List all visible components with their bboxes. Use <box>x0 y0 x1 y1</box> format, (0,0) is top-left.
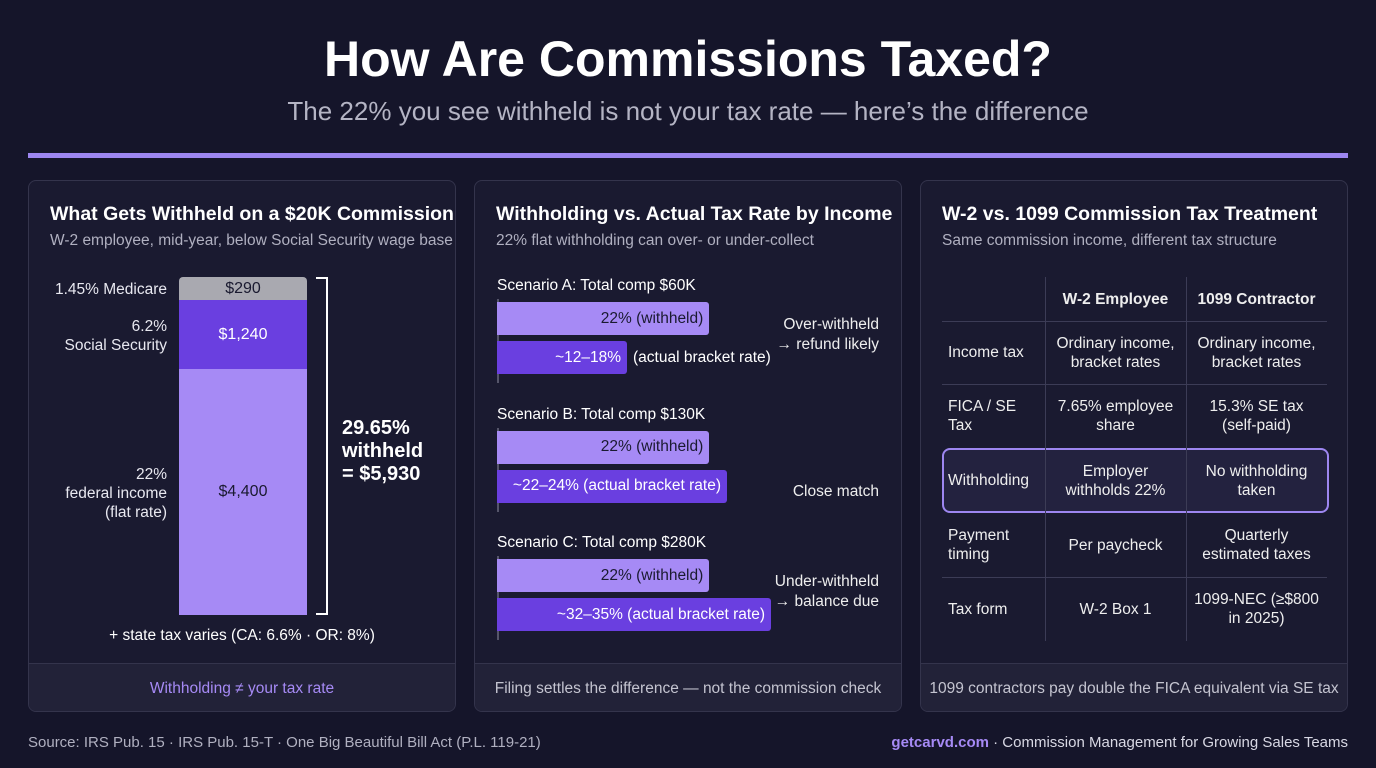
withholding-breakdown-panel: What Gets Withheld on a $20K Commission … <box>28 180 456 712</box>
row-divider <box>942 384 1327 385</box>
withheld-bar: 22% (withheld) <box>497 559 710 592</box>
federal-label-line: federal income <box>65 485 167 502</box>
total-withheld: 29.65% withheld = $5,930 <box>342 417 423 486</box>
table-cell: Quarterly estimated taxes <box>1202 527 1311 563</box>
withholding-vs-actual-panel: Withholding vs. Actual Tax Rate by Incom… <box>474 180 902 712</box>
row-label: Payment timing <box>948 527 1010 563</box>
table-cell: No withholding taken <box>1205 462 1308 499</box>
panel-subtitle: 22% flat withholding can over- or under-… <box>496 232 814 249</box>
panel-title: Withholding vs. Actual Tax Rate by Incom… <box>496 203 893 225</box>
scenario-label: Scenario C: Total comp $280K <box>497 534 707 551</box>
actual-rate-bar: ~32–35% (actual bracket rate) <box>497 598 771 631</box>
ss-rate: 6.2% <box>131 318 167 335</box>
page-subtitle: The 22% you see withheld is not your tax… <box>287 96 1089 126</box>
table-cell: 7.65% employee share <box>1057 398 1174 434</box>
panel-title: W-2 vs. 1099 Commission Tax Treatment <box>942 203 1318 225</box>
row-divider <box>942 321 1327 322</box>
table-cell: W-2 Box 1 <box>1079 600 1152 618</box>
scenario-note: Close match <box>793 482 879 502</box>
actual-rate-bar: ~22–24% (actual bracket rate) <box>497 469 727 503</box>
total-bracket <box>316 277 328 615</box>
federal-segment: $4,400 <box>179 369 307 615</box>
row-label: Income tax <box>948 344 1024 361</box>
panel-footer: Filing settles the difference — not the … <box>475 663 901 711</box>
row-divider <box>942 577 1327 578</box>
social-security-segment: $1,240 <box>179 300 307 370</box>
social-security-label: 6.2% Social Security <box>29 317 167 355</box>
scenario-note-line: → balance due <box>774 593 879 610</box>
panel-subtitle: W-2 employee, mid-year, below Social Sec… <box>50 232 453 249</box>
table-header: 1099 Contractor <box>1197 290 1316 308</box>
actual-rate-bar: ~12–18% <box>497 341 627 374</box>
panel-footer: Withholding ≠ your tax rate <box>29 663 455 711</box>
column-divider <box>1186 277 1187 641</box>
table-cell: Per paycheck <box>1068 536 1163 554</box>
table-cell: Ordinary income, bracket rates <box>1197 334 1316 371</box>
panel-footer: 1099 contractors pay double the FICA equ… <box>921 663 1347 711</box>
row-label: Tax form <box>948 600 1008 618</box>
scenario-note-line: → refund likely <box>776 336 879 353</box>
accent-divider <box>28 153 1348 158</box>
table-cell: Employer withholds 22% <box>1065 462 1166 499</box>
panel-subtitle: Same commission income, different tax st… <box>942 232 1277 249</box>
row-label: Withholding <box>948 472 1029 489</box>
scenario-note-line: Over-withheld <box>783 316 879 333</box>
state-tax-note: + state tax varies (CA: 6.6% · OR: 8%) <box>109 627 375 644</box>
highlighted-row-outline <box>942 448 1329 513</box>
total-amount: = $5,930 <box>342 463 421 485</box>
medicare-label: 1.45% Medicare <box>54 281 167 298</box>
table-header <box>942 277 1045 321</box>
w2-vs-1099-panel: W-2 vs. 1099 Commission Tax Treatment Sa… <box>920 180 1348 712</box>
federal-label: 22% federal income (flat rate) <box>29 465 167 522</box>
medicare-segment: $290 <box>179 277 307 300</box>
scenario-note-line: Close match <box>792 482 879 500</box>
actual-rate-suffix: (actual bracket rate) <box>633 349 771 366</box>
federal-label-line: 22% <box>135 466 167 483</box>
federal-label-line: (flat rate) <box>104 504 167 521</box>
scenario-label: Scenario A: Total comp $60K <box>497 277 696 294</box>
source-note: Source: IRS Pub. 15 · IRS Pub. 15-T · On… <box>28 734 541 751</box>
scenario-note: Over-withheld → refund likely <box>776 315 879 355</box>
ss-name: Social Security <box>64 337 167 354</box>
page-title: How Are Commissions Taxed? <box>324 31 1052 87</box>
row-label: FICA / SE Tax <box>948 398 1017 434</box>
total-percent: 29.65% <box>342 417 410 439</box>
withheld-bar: 22% (withheld) <box>497 430 710 464</box>
brand-link[interactable]: getcarvd.com <box>891 734 989 751</box>
brand-footer: getcarvd.com · Commission Management for… <box>891 734 1348 751</box>
table-header: W-2 Employee <box>1062 290 1169 308</box>
table-cell: 15.3% SE tax (self-paid) <box>1209 398 1304 434</box>
scenario-note: Under-withheld → balance due <box>775 572 879 612</box>
table-cell: Ordinary income, bracket rates <box>1056 334 1175 371</box>
scenario-label: Scenario B: Total comp $130K <box>497 405 706 423</box>
panel-title: What Gets Withheld on a $20K Commission <box>50 203 454 225</box>
total-word: withheld <box>342 440 424 462</box>
table-cell: 1099-NEC (≥$800 in 2025) <box>1194 591 1319 627</box>
scenario-note-line: Under-withheld <box>774 573 879 590</box>
column-divider <box>1045 277 1046 641</box>
withheld-bar: 22% (withheld) <box>497 302 710 335</box>
brand-tagline: · Commission Management for Growing Sale… <box>988 734 1348 751</box>
